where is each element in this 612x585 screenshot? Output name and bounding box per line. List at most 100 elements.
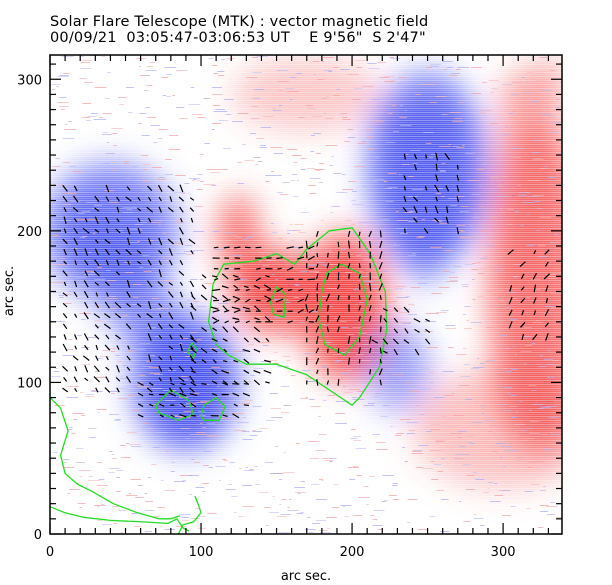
field-vector [136, 303, 142, 308]
field-vector [167, 291, 174, 298]
field-vector [221, 273, 229, 280]
field-vector [234, 278, 241, 281]
field-vector [104, 301, 110, 309]
field-vector [212, 327, 218, 332]
field-vector [180, 402, 186, 408]
field-vector [253, 379, 260, 386]
field-vector [95, 239, 99, 244]
field-vector [105, 184, 110, 193]
field-vector [191, 370, 196, 374]
field-vector [347, 357, 351, 365]
field-vector [125, 375, 132, 383]
field-vector [358, 283, 361, 291]
field-vector [234, 289, 240, 291]
field-vector [63, 334, 67, 340]
field-vector [178, 227, 184, 235]
field-vector [414, 328, 420, 333]
field-vector [211, 380, 218, 385]
field-vector [211, 369, 218, 375]
field-vector [93, 270, 100, 277]
field-vector [158, 377, 162, 382]
field-vector [315, 230, 319, 237]
field-vector [242, 392, 250, 397]
field-vector [115, 249, 121, 255]
field-vector [509, 285, 513, 292]
field-vector [84, 301, 89, 309]
field-vector [158, 196, 162, 202]
field-vector [325, 293, 331, 302]
field-vector [62, 323, 68, 330]
field-vector [74, 387, 78, 393]
field-vector [264, 359, 271, 363]
field-vector [545, 297, 548, 304]
field-vector [379, 240, 383, 249]
field-vector [188, 238, 196, 245]
field-vector [168, 282, 174, 286]
field-vector [157, 281, 164, 287]
field-vector [104, 238, 111, 244]
field-vector [434, 205, 439, 214]
field-vector [221, 369, 230, 374]
field-vector [413, 217, 418, 223]
field-vector [94, 195, 100, 203]
field-vector [148, 301, 152, 310]
field-vector [82, 355, 90, 361]
field-vector [169, 355, 173, 361]
field-vector [276, 287, 283, 293]
field-vector [224, 320, 229, 324]
field-vector [126, 226, 131, 235]
field-vector [106, 228, 109, 234]
field-vector [358, 295, 361, 300]
field-vector [308, 309, 314, 314]
field-vector [201, 284, 207, 290]
field-vector [316, 336, 319, 344]
field-vector [104, 248, 110, 256]
field-vector [265, 274, 270, 278]
field-vector [148, 354, 152, 363]
field-vector [532, 333, 538, 341]
field-vector [520, 286, 525, 291]
field-vector [379, 230, 382, 238]
field-vector [146, 206, 154, 213]
field-vector [168, 387, 173, 393]
x-axis-label: arc sec. [281, 569, 331, 584]
left-contour [50, 397, 181, 520]
field-vector [242, 349, 251, 353]
field-vector [519, 261, 526, 268]
field-vector [73, 248, 78, 256]
field-vector [84, 344, 89, 351]
field-vector [126, 366, 131, 371]
field-vector [137, 196, 141, 202]
field-vector [233, 403, 238, 407]
transverse-field-vectors [62, 152, 551, 419]
field-vector [337, 379, 340, 386]
field-vector [276, 257, 283, 260]
field-vector [84, 218, 88, 223]
field-vector [105, 259, 109, 266]
field-vector [105, 356, 109, 361]
field-vector [190, 305, 197, 311]
field-vector [147, 259, 152, 266]
field-vector [82, 227, 90, 234]
field-vector [74, 345, 78, 350]
field-vector [147, 322, 152, 330]
field-vector [116, 196, 120, 202]
y-axis-label: arc sec. [2, 266, 17, 316]
field-vector [84, 377, 89, 382]
field-vector [403, 339, 410, 344]
field-vector [287, 320, 293, 324]
field-vector [168, 302, 173, 308]
field-vector [297, 256, 305, 260]
field-vector [62, 185, 68, 192]
field-vector [179, 237, 184, 246]
field-vector [211, 348, 218, 353]
scan-streaks [50, 55, 562, 534]
field-vector [383, 318, 388, 323]
field-vector [158, 356, 163, 361]
field-vector [73, 217, 78, 223]
field-vector [327, 252, 329, 258]
field-vector [456, 185, 460, 192]
field-vector [222, 294, 229, 301]
field-vector [543, 273, 551, 280]
field-vector [545, 333, 549, 341]
